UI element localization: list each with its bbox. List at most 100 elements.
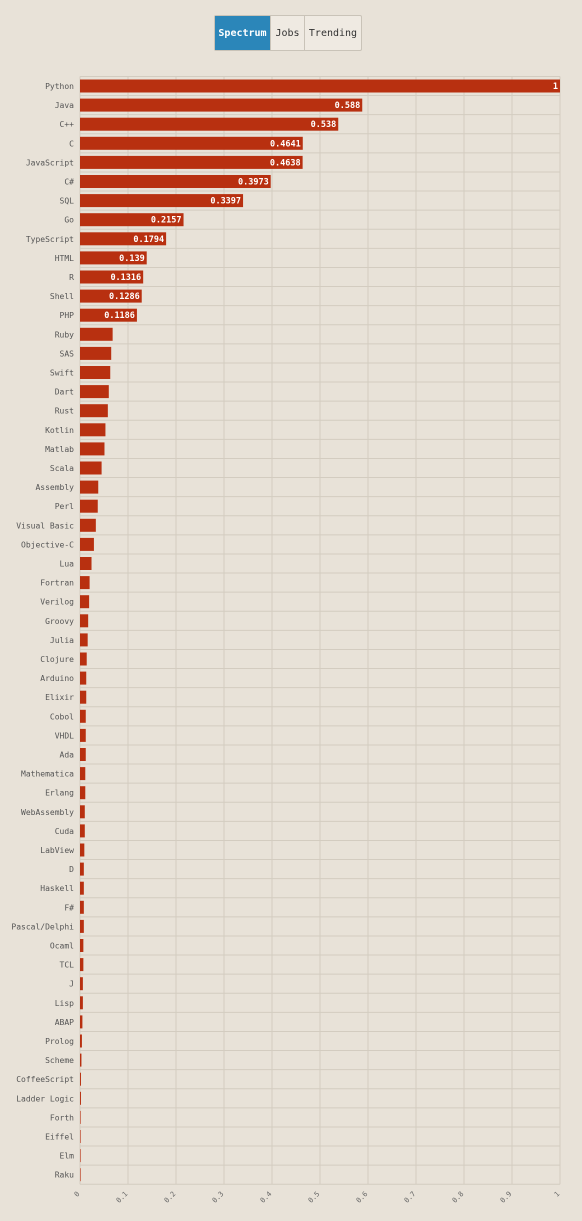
bar xyxy=(80,786,86,800)
bar xyxy=(80,977,83,991)
x-tick-label: 0.7 xyxy=(403,1190,418,1205)
tab-bar: Spectrum Jobs Trending xyxy=(214,15,362,51)
category-label: Scheme xyxy=(45,1056,74,1065)
bar xyxy=(80,557,92,570)
bar xyxy=(80,213,184,227)
category-label: Dart xyxy=(55,388,74,397)
bar xyxy=(80,270,144,284)
bar xyxy=(80,748,86,761)
category-label: JavaScript xyxy=(26,158,74,167)
category-label: SQL xyxy=(60,197,75,206)
category-label: Elixir xyxy=(45,693,74,702)
tab-jobs[interactable]: Jobs xyxy=(271,16,305,50)
value-label: 0.1794 xyxy=(133,235,164,245)
tab-spectrum[interactable]: Spectrum xyxy=(215,16,271,50)
category-label: C++ xyxy=(60,120,75,129)
value-label: 0.3973 xyxy=(238,178,269,188)
category-label: F# xyxy=(64,903,74,912)
bar xyxy=(80,423,106,437)
bar xyxy=(80,175,271,188)
value-label: 0.2157 xyxy=(151,216,182,226)
bar xyxy=(80,919,84,933)
x-tick-label: 0.9 xyxy=(499,1190,514,1205)
bar xyxy=(80,1053,82,1067)
category-label: Python xyxy=(45,82,74,91)
x-tick-label: 0.1 xyxy=(115,1190,130,1205)
bar xyxy=(80,824,85,838)
bar xyxy=(80,1168,81,1182)
category-label: Pascal/Delphi xyxy=(11,922,74,931)
bar xyxy=(80,1149,81,1163)
category-label: D xyxy=(69,865,74,874)
category-label: Forth xyxy=(50,1113,74,1122)
category-label: VHDL xyxy=(55,731,74,740)
bar xyxy=(80,155,303,169)
bar xyxy=(80,958,84,972)
bar xyxy=(80,1091,81,1105)
category-label: Visual Basic xyxy=(16,521,74,530)
category-label: Shell xyxy=(50,292,74,301)
value-label: 0.1186 xyxy=(104,311,135,321)
bar xyxy=(80,900,84,914)
bar xyxy=(80,996,83,1010)
category-label: TypeScript xyxy=(26,235,74,244)
category-label: Ocaml xyxy=(50,942,74,951)
bar xyxy=(80,862,84,876)
bar xyxy=(80,939,84,952)
category-label: Scala xyxy=(50,464,74,473)
value-label: 0.139 xyxy=(119,254,145,264)
category-label: Cobol xyxy=(50,712,74,721)
x-tick-label: 0.8 xyxy=(451,1190,466,1205)
bar xyxy=(80,518,96,532)
bar xyxy=(80,805,85,819)
bar xyxy=(80,843,85,857)
category-label: Go xyxy=(64,216,74,225)
bar xyxy=(80,98,363,112)
bar xyxy=(80,1072,81,1086)
category-label: Perl xyxy=(55,502,74,511)
category-label: Julia xyxy=(50,636,74,645)
value-label: 0.4641 xyxy=(270,139,301,149)
bar xyxy=(80,614,89,628)
bar xyxy=(80,1130,81,1143)
category-label: ABAP xyxy=(55,1018,74,1027)
category-label: Eiffel xyxy=(45,1133,74,1142)
category-label: Elm xyxy=(60,1152,75,1161)
category-label: Ruby xyxy=(55,330,74,339)
category-label: Objective-C xyxy=(21,540,74,549)
category-label: Clojure xyxy=(40,655,74,664)
bar xyxy=(80,366,111,379)
category-label: Mathematica xyxy=(21,770,74,779)
category-label: HTML xyxy=(55,254,74,263)
bar xyxy=(80,289,142,303)
category-label: LabView xyxy=(40,846,74,855)
bar xyxy=(80,461,102,475)
category-label: J xyxy=(69,980,74,989)
bar xyxy=(80,232,167,246)
category-label: Haskell xyxy=(40,884,74,893)
value-label: 1 xyxy=(553,82,558,92)
category-label: WebAssembly xyxy=(21,808,74,817)
category-label: Swift xyxy=(50,369,74,378)
category-label: C# xyxy=(64,178,74,187)
bar xyxy=(80,117,339,131)
x-tick-label: 0.3 xyxy=(211,1190,226,1205)
bar xyxy=(80,1034,82,1048)
category-label: Rust xyxy=(55,407,74,416)
category-label: Fortran xyxy=(40,579,74,588)
category-label: Ada xyxy=(60,751,75,760)
bar xyxy=(80,480,99,494)
bar xyxy=(80,499,98,513)
category-label: Verilog xyxy=(40,598,74,607)
bar xyxy=(80,1110,81,1124)
bar xyxy=(80,767,86,781)
category-label: Erlang xyxy=(45,789,74,798)
tab-trending[interactable]: Trending xyxy=(308,27,358,39)
category-label: Lisp xyxy=(55,999,74,1008)
category-label: R xyxy=(69,273,74,282)
bar xyxy=(80,346,112,360)
category-label: SAS xyxy=(60,349,75,358)
category-label: CoffeeScript xyxy=(16,1075,74,1084)
bar xyxy=(80,251,147,265)
